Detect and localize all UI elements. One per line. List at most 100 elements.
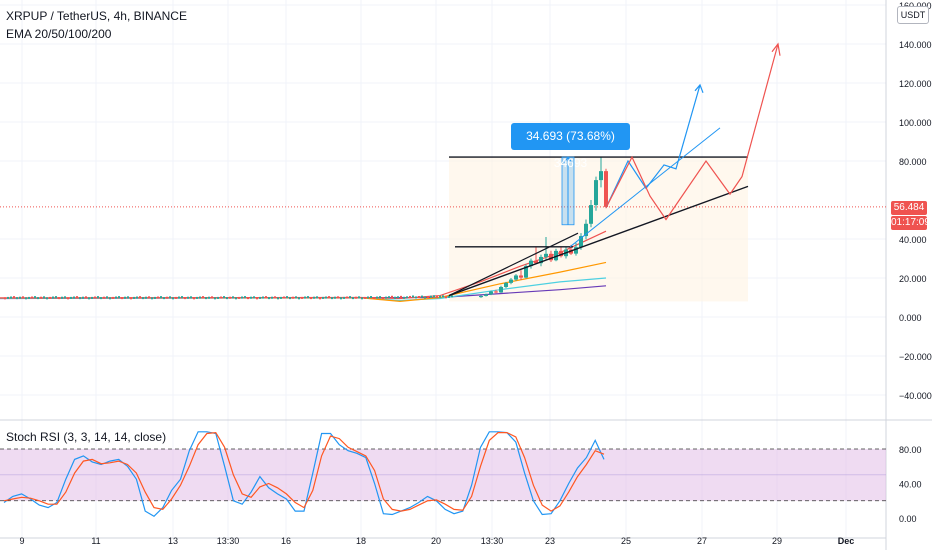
candle — [67, 297, 69, 300]
blue-projection-path — [605, 84, 701, 209]
candle — [7, 296, 9, 299]
candle — [283, 296, 285, 299]
candlestick-series[interactable] — [4, 157, 608, 300]
candle — [196, 296, 198, 299]
candle — [310, 297, 312, 300]
candle — [175, 296, 177, 299]
stoch-series-d — [3, 431, 605, 512]
candle — [151, 297, 153, 300]
candle — [133, 296, 135, 299]
candle — [31, 296, 33, 299]
time-axis-label: 27 — [697, 536, 707, 546]
candle — [190, 296, 192, 299]
candle-body — [539, 256, 543, 264]
candle — [379, 296, 381, 299]
stoch-rsi-pane[interactable] — [0, 431, 886, 518]
candle-body — [484, 294, 488, 296]
stoch-axis-label: 80.00 — [899, 445, 922, 455]
candle — [13, 296, 15, 299]
candle — [52, 296, 54, 299]
candle — [406, 296, 408, 299]
candle — [337, 296, 339, 299]
currency-badge[interactable]: USDT — [897, 6, 929, 24]
candle — [193, 297, 195, 300]
candle — [445, 296, 447, 299]
candle — [187, 296, 189, 299]
candle — [100, 297, 102, 300]
time-axis[interactable]: 9 11 13 13:30 16 18 20 13:30 23 25 27 29 Dec — [19, 536, 854, 546]
time-axis-label: 18 — [356, 536, 366, 546]
candle-body — [559, 250, 563, 257]
candle — [412, 295, 414, 298]
candle — [163, 297, 165, 300]
symbol-legend[interactable]: XRPUP / TetherUS, 4h, BINANCE — [6, 9, 187, 23]
candle — [247, 297, 249, 300]
candle — [400, 295, 402, 298]
last-price-tag: 56.484 — [891, 201, 927, 215]
candle — [343, 296, 345, 299]
candle — [298, 297, 300, 300]
candle — [256, 297, 258, 300]
candle — [76, 296, 78, 299]
trendline-drawings[interactable] — [448, 42, 781, 297]
candle — [97, 296, 99, 299]
time-axis-label: Dec — [838, 536, 855, 546]
candle — [139, 296, 141, 299]
candle — [301, 296, 303, 299]
candle — [82, 296, 84, 299]
candle — [340, 297, 342, 300]
candle — [430, 295, 432, 298]
candle — [103, 296, 105, 299]
candle — [382, 297, 384, 300]
candle — [235, 297, 237, 300]
price-axis-label: 100.000 — [899, 118, 932, 128]
candle — [409, 295, 411, 298]
candle — [88, 297, 90, 300]
candle — [4, 297, 6, 300]
time-axis-label: 9 — [19, 536, 24, 546]
candle — [79, 297, 81, 300]
stoch-rsi-legend[interactable]: Stoch RSI (3, 3, 14, 14, close) — [6, 430, 167, 444]
candle — [331, 297, 333, 300]
candle — [376, 296, 378, 299]
candle-body — [574, 247, 578, 254]
candle — [448, 295, 450, 298]
candle — [295, 296, 297, 299]
candle-body — [509, 279, 513, 283]
candle — [142, 297, 144, 300]
candle — [268, 297, 270, 300]
candle — [154, 296, 156, 299]
candle — [214, 297, 216, 300]
bar-countdown-tag: 01:17:09 — [891, 216, 930, 230]
candle-body — [584, 223, 588, 237]
candle — [160, 296, 162, 299]
candle — [70, 296, 72, 299]
candle — [364, 296, 366, 299]
candle — [250, 296, 252, 299]
candle — [37, 297, 39, 300]
candle-body — [524, 266, 528, 278]
candle — [334, 296, 336, 299]
candle-body — [489, 291, 493, 295]
candle — [274, 296, 276, 299]
candle — [385, 296, 387, 299]
candle — [328, 296, 330, 299]
candle — [286, 296, 288, 299]
candle — [118, 296, 120, 299]
candle — [262, 296, 264, 299]
candle — [391, 295, 393, 298]
candle — [451, 295, 453, 298]
candle — [61, 296, 63, 299]
candle — [421, 295, 423, 298]
candle-body — [604, 171, 608, 207]
drawings-background — [0, 157, 886, 302]
price-axis-label: 80.000 — [899, 157, 927, 167]
candle — [130, 297, 132, 300]
candle — [202, 296, 204, 299]
candle — [238, 296, 240, 299]
ema-legend[interactable]: EMA 20/50/100/200 — [6, 27, 112, 41]
candle — [16, 297, 18, 300]
price-axis[interactable]: −40.000 −20.000 0.000 20.000 40.000 80.000 100… — [899, 1, 932, 524]
candle-body — [519, 275, 523, 278]
